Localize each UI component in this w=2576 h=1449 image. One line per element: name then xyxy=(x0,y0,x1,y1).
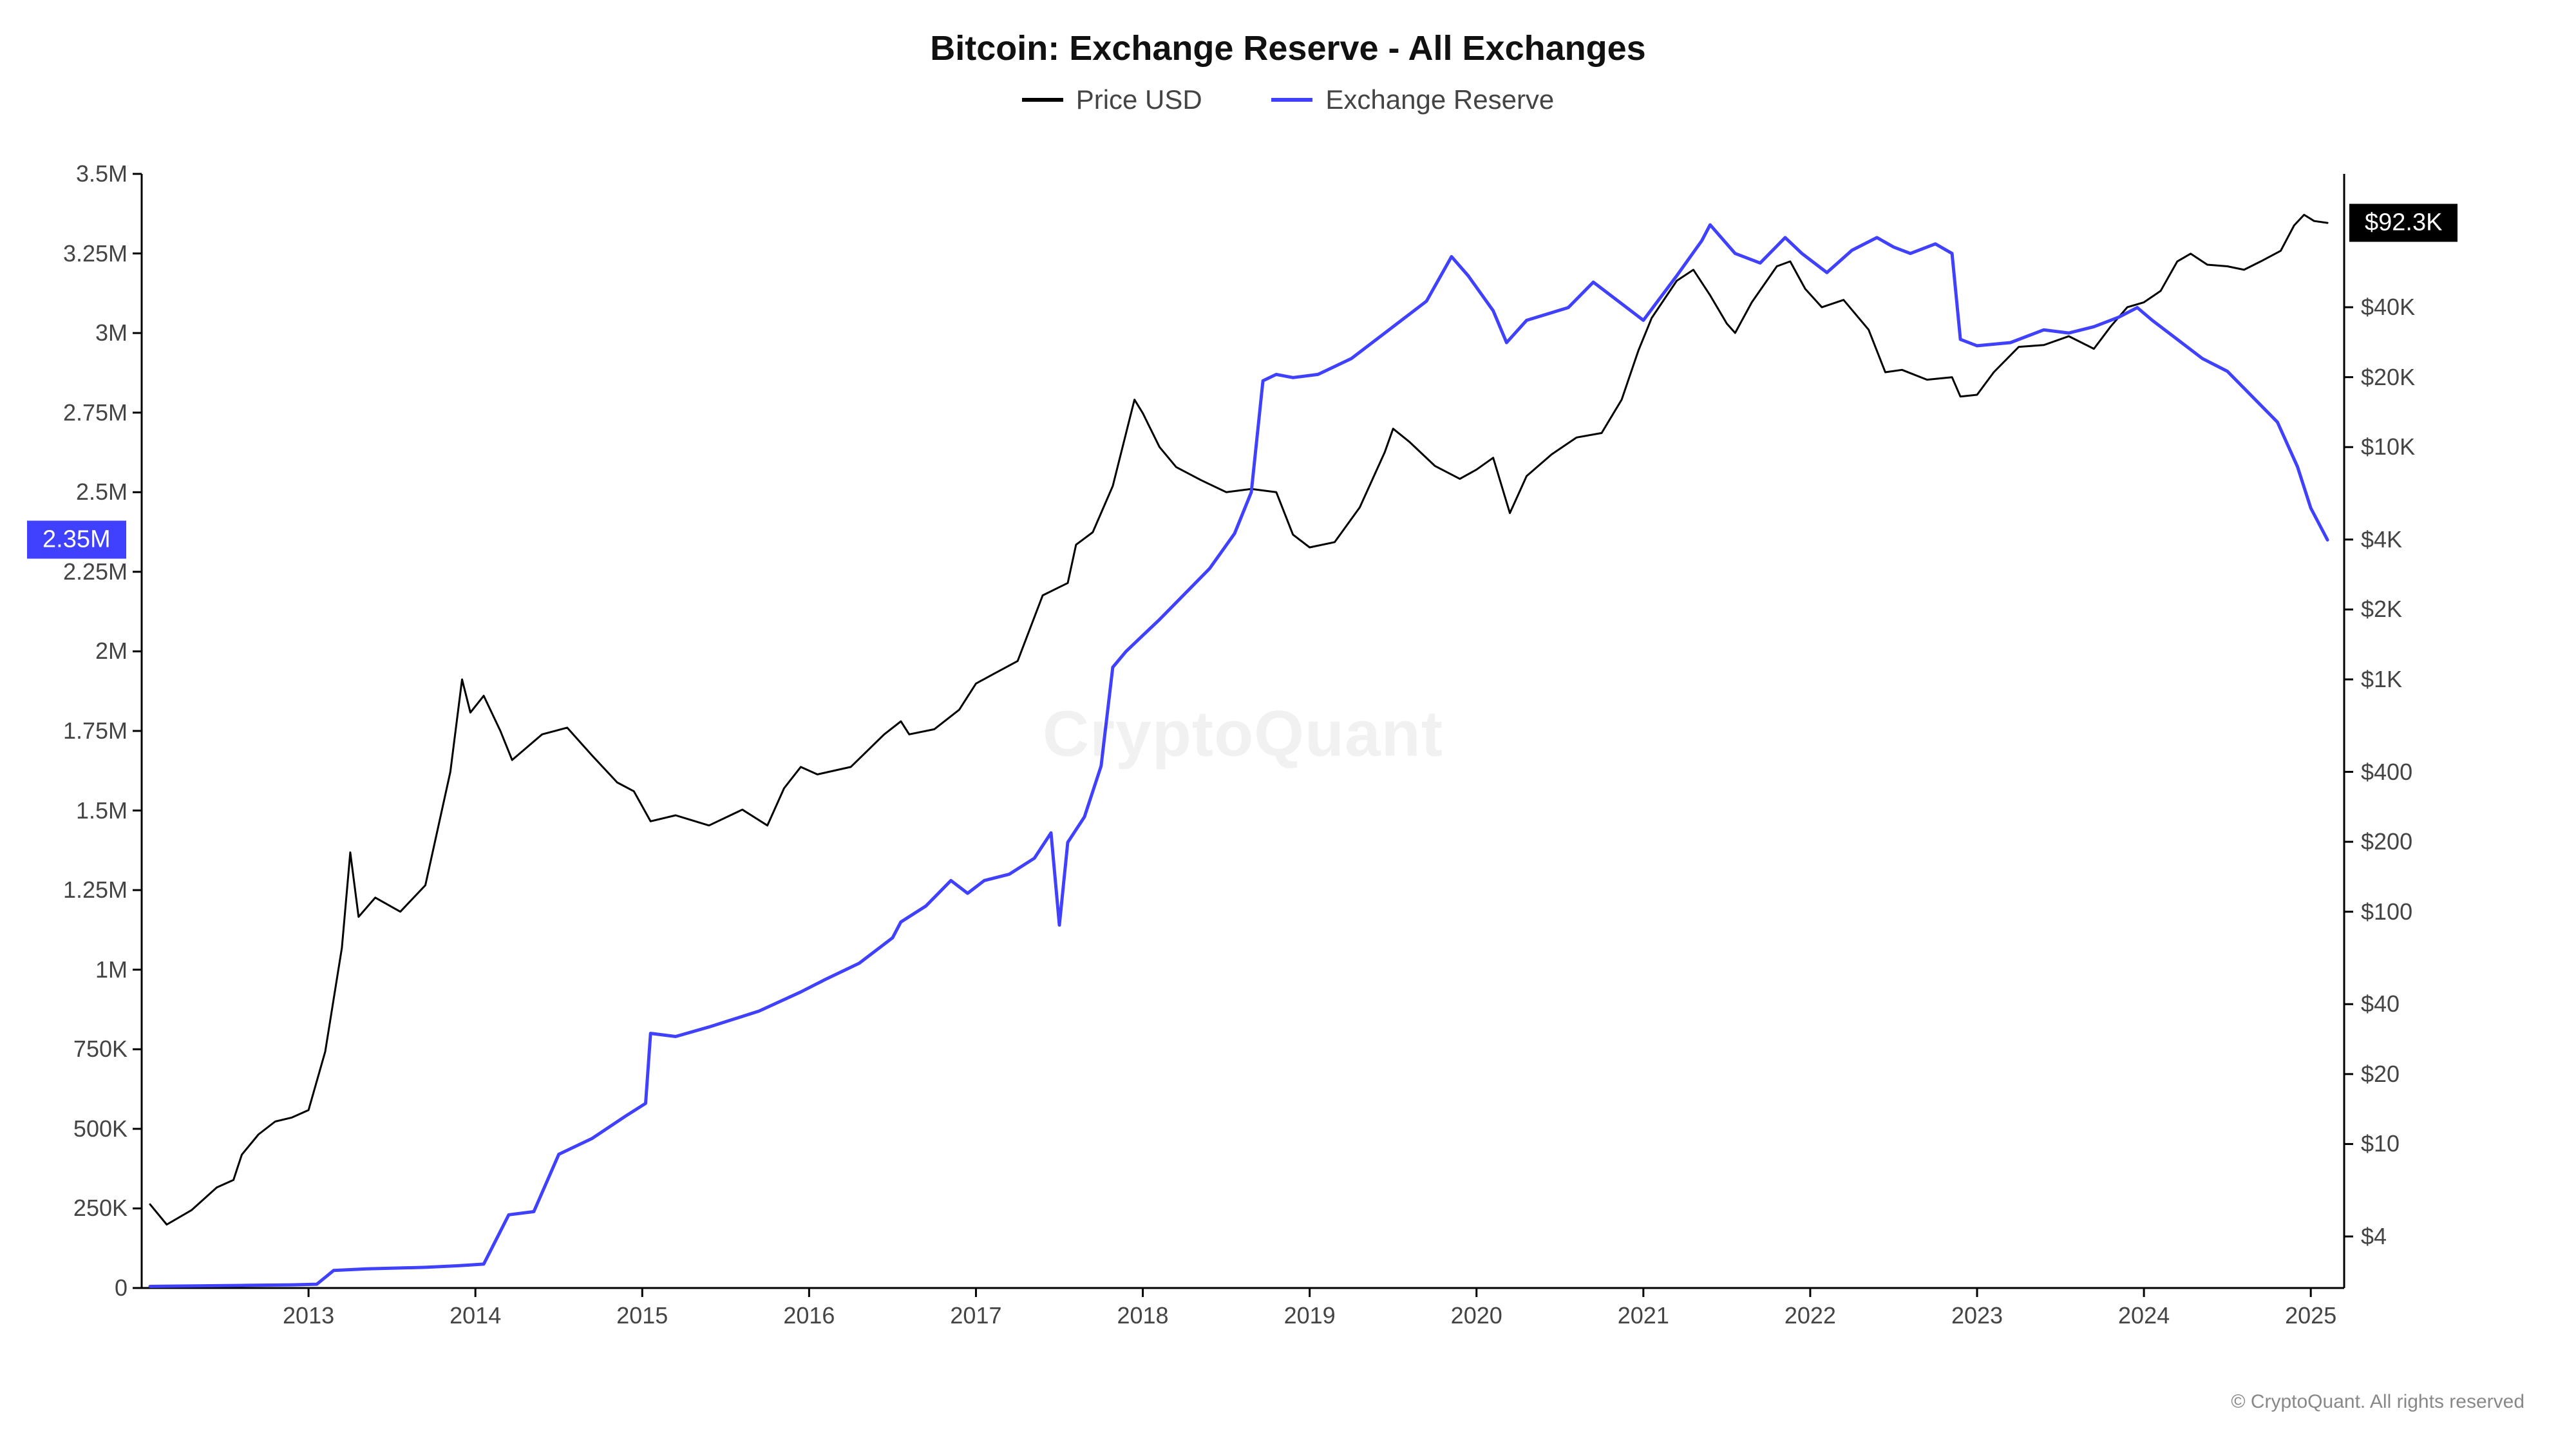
x-tick-label: 2018 xyxy=(1117,1302,1168,1329)
y-left-tick-label: 1.25M xyxy=(63,876,128,904)
y-right-tick-label: $1K xyxy=(2361,666,2402,693)
x-tick-label: 2025 xyxy=(2285,1302,2336,1329)
y-left-tick-label: 3.5M xyxy=(76,160,128,187)
x-tick-label: 2013 xyxy=(283,1302,334,1329)
x-tick-label: 2017 xyxy=(950,1302,1001,1329)
plot-area xyxy=(0,0,2576,1449)
y-right-tick-label: $2K xyxy=(2361,596,2402,623)
x-tick-label: 2015 xyxy=(616,1302,668,1329)
x-tick-label: 2022 xyxy=(1785,1302,1836,1329)
y-left-tick-label: 500K xyxy=(73,1115,128,1142)
y-right-tick-label: $10K xyxy=(2361,433,2415,460)
y-right-tick-label: $400 xyxy=(2361,759,2412,786)
x-tick-label: 2020 xyxy=(1451,1302,1502,1329)
y-left-tick-label: 750K xyxy=(73,1036,128,1063)
x-tick-label: 2014 xyxy=(450,1302,501,1329)
y-right-tick-label: $40K xyxy=(2361,294,2415,321)
x-tick-label: 2019 xyxy=(1284,1302,1336,1329)
y-right-tick-label: $200 xyxy=(2361,828,2412,855)
y-left-tick-label: 1.5M xyxy=(76,797,128,824)
y-left-tick-label: 2.75M xyxy=(63,399,128,426)
y-left-tick-label: 2.25M xyxy=(63,558,128,585)
y-left-tick-label: 3M xyxy=(95,319,128,346)
y-right-tick-label: $20 xyxy=(2361,1061,2400,1088)
y-left-tick-label: 2M xyxy=(95,638,128,665)
y-left-tick-label: 1M xyxy=(95,956,128,983)
y-right-tick-label: $10 xyxy=(2361,1130,2400,1157)
x-tick-label: 2021 xyxy=(1618,1302,1669,1329)
y-left-tick-label: 1.75M xyxy=(63,717,128,744)
y-right-tick-label: $100 xyxy=(2361,898,2412,925)
x-tick-label: 2016 xyxy=(783,1302,835,1329)
y-right-tick-label: $20K xyxy=(2361,364,2415,391)
copyright-text: © CryptoQuant. All rights reserved xyxy=(2231,1391,2524,1413)
x-tick-label: 2024 xyxy=(2118,1302,2170,1329)
y-left-tick-label: 250K xyxy=(73,1195,128,1222)
current-value-badge-reserve: 2.35M xyxy=(27,521,126,559)
y-left-tick-label: 0 xyxy=(115,1274,128,1302)
y-right-tick-label: $40 xyxy=(2361,990,2400,1018)
x-tick-label: 2023 xyxy=(1951,1302,2003,1329)
y-left-tick-label: 2.5M xyxy=(76,478,128,506)
y-right-tick-label: $4 xyxy=(2361,1223,2387,1250)
y-right-tick-label: $4K xyxy=(2361,526,2402,553)
current-value-badge-price: $92.3K xyxy=(2349,204,2458,242)
y-left-tick-label: 3.25M xyxy=(63,240,128,267)
